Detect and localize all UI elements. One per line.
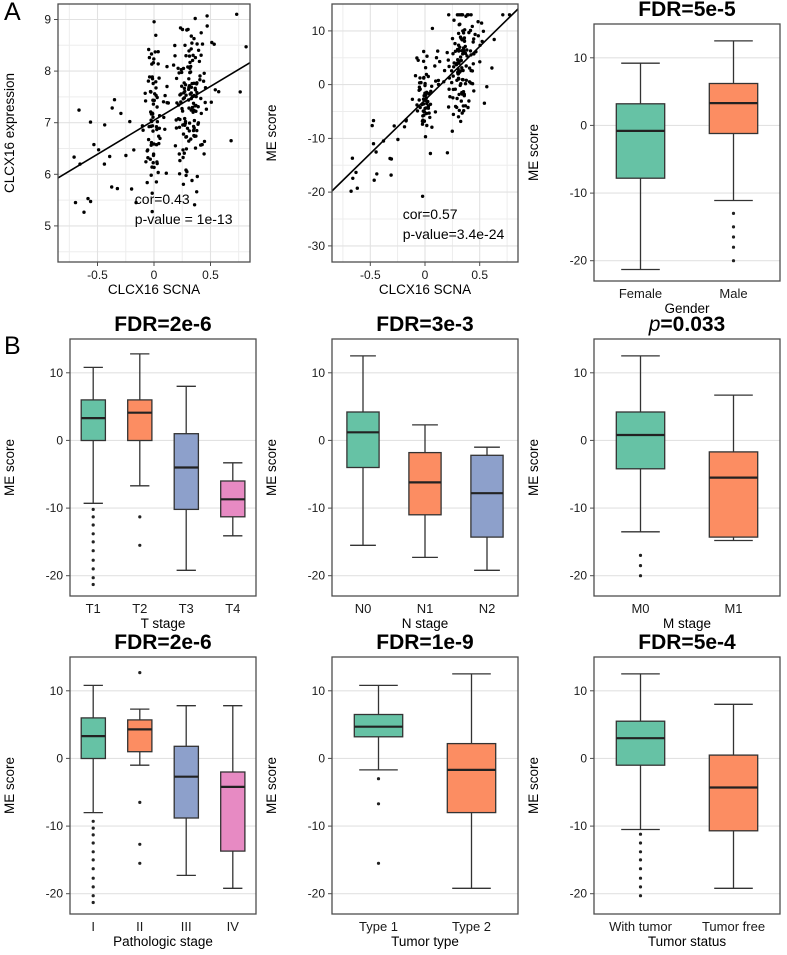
svg-text:ME score: ME score	[264, 104, 279, 161]
svg-text:FDR=5e-5: FDR=5e-5	[638, 0, 736, 21]
svg-text:Tumor status: Tumor status	[648, 934, 727, 949]
svg-text:M0: M0	[631, 601, 649, 616]
svg-text:0: 0	[318, 78, 325, 92]
svg-text:-20: -20	[308, 185, 326, 199]
svg-text:Tumor free: Tumor free	[702, 919, 765, 934]
svg-text:Female: Female	[619, 286, 662, 301]
svg-text:CLCX16 SCNA: CLCX16 SCNA	[379, 282, 471, 297]
svg-text:10: 10	[312, 684, 326, 698]
svg-text:T3: T3	[179, 601, 194, 616]
svg-text:7: 7	[44, 116, 51, 130]
svg-text:M1: M1	[724, 601, 742, 616]
svg-text:ME score: ME score	[526, 124, 541, 181]
svg-text:ME score: ME score	[526, 439, 541, 496]
svg-text:N2: N2	[479, 601, 496, 616]
svg-text:0: 0	[580, 751, 587, 765]
svg-text:0.5: 0.5	[471, 268, 488, 282]
svg-text:III: III	[181, 919, 192, 934]
svg-text:-10: -10	[570, 186, 588, 200]
svg-text:Tumor type: Tumor type	[391, 934, 459, 949]
svg-text:-10: -10	[308, 819, 326, 833]
svg-text:-20: -20	[570, 569, 588, 583]
svg-text:0: 0	[56, 433, 63, 447]
svg-text:0: 0	[580, 433, 587, 447]
svg-text:FDR=5e-4: FDR=5e-4	[638, 631, 736, 654]
svg-text:IV: IV	[227, 919, 240, 934]
svg-text:-20: -20	[46, 887, 64, 901]
svg-text:0: 0	[318, 433, 325, 447]
svg-text:FDR=1e-9: FDR=1e-9	[376, 631, 473, 654]
svg-text:-20: -20	[308, 569, 326, 583]
svg-text:0: 0	[151, 268, 158, 282]
svg-text:ME score: ME score	[2, 757, 17, 814]
svg-text:-10: -10	[308, 501, 326, 515]
svg-text:T4: T4	[225, 601, 240, 616]
svg-text:Type 2: Type 2	[452, 919, 491, 934]
svg-text:p-value = 1e-13: p-value = 1e-13	[135, 211, 233, 227]
svg-text:0: 0	[318, 751, 325, 765]
svg-text:10: 10	[50, 684, 64, 698]
svg-text:N0: N0	[355, 601, 372, 616]
svg-text:-20: -20	[570, 254, 588, 268]
svg-text:p-value=3.4e-24: p-value=3.4e-24	[403, 226, 505, 242]
svg-text:cor=0.57: cor=0.57	[403, 206, 458, 222]
svg-text:-10: -10	[308, 131, 326, 145]
svg-text:-0.5: -0.5	[87, 268, 108, 282]
svg-text:10: 10	[574, 366, 588, 380]
svg-text:5: 5	[44, 219, 51, 233]
svg-text:Type 1: Type 1	[359, 919, 398, 934]
svg-text:p=0.033: p=0.033	[648, 313, 726, 336]
svg-text:-0.5: -0.5	[360, 268, 381, 282]
svg-text:ME score: ME score	[264, 757, 279, 814]
svg-text:0: 0	[580, 118, 587, 132]
svg-text:10: 10	[50, 366, 64, 380]
svg-text:0: 0	[56, 751, 63, 765]
svg-text:ME score: ME score	[264, 439, 279, 496]
svg-text:ME score: ME score	[2, 439, 17, 496]
svg-text:-20: -20	[570, 887, 588, 901]
svg-text:0.5: 0.5	[202, 268, 219, 282]
svg-text:-20: -20	[308, 887, 326, 901]
svg-text:cor=0.43: cor=0.43	[135, 191, 190, 207]
svg-text:I: I	[91, 919, 95, 934]
svg-text:10: 10	[312, 24, 326, 38]
svg-text:Male: Male	[719, 286, 747, 301]
svg-text:0: 0	[422, 268, 429, 282]
svg-text:10: 10	[574, 51, 588, 65]
svg-text:FDR=2e-6: FDR=2e-6	[114, 631, 211, 654]
svg-text:T2: T2	[132, 601, 147, 616]
svg-text:10: 10	[312, 366, 326, 380]
svg-text:ME score: ME score	[526, 757, 541, 814]
svg-text:6: 6	[44, 167, 51, 181]
svg-text:T1: T1	[86, 601, 101, 616]
svg-text:-10: -10	[46, 819, 64, 833]
svg-text:10: 10	[574, 684, 588, 698]
svg-text:-30: -30	[308, 239, 326, 253]
svg-text:-10: -10	[570, 501, 588, 515]
svg-text:Pathologic stage: Pathologic stage	[113, 934, 213, 949]
svg-text:CLCX16 SCNA: CLCX16 SCNA	[108, 282, 200, 297]
svg-text:-10: -10	[570, 819, 588, 833]
svg-text:8: 8	[44, 64, 51, 78]
svg-text:9: 9	[44, 13, 51, 27]
svg-text:II: II	[136, 919, 143, 934]
svg-text:-10: -10	[46, 501, 64, 515]
svg-text:With tumor: With tumor	[609, 919, 673, 934]
svg-text:FDR=2e-6: FDR=2e-6	[114, 313, 211, 336]
svg-text:-20: -20	[46, 569, 64, 583]
svg-text:CLCX16 expression: CLCX16 expression	[2, 73, 17, 193]
svg-text:FDR=3e-3: FDR=3e-3	[376, 313, 473, 336]
svg-text:N1: N1	[417, 601, 434, 616]
